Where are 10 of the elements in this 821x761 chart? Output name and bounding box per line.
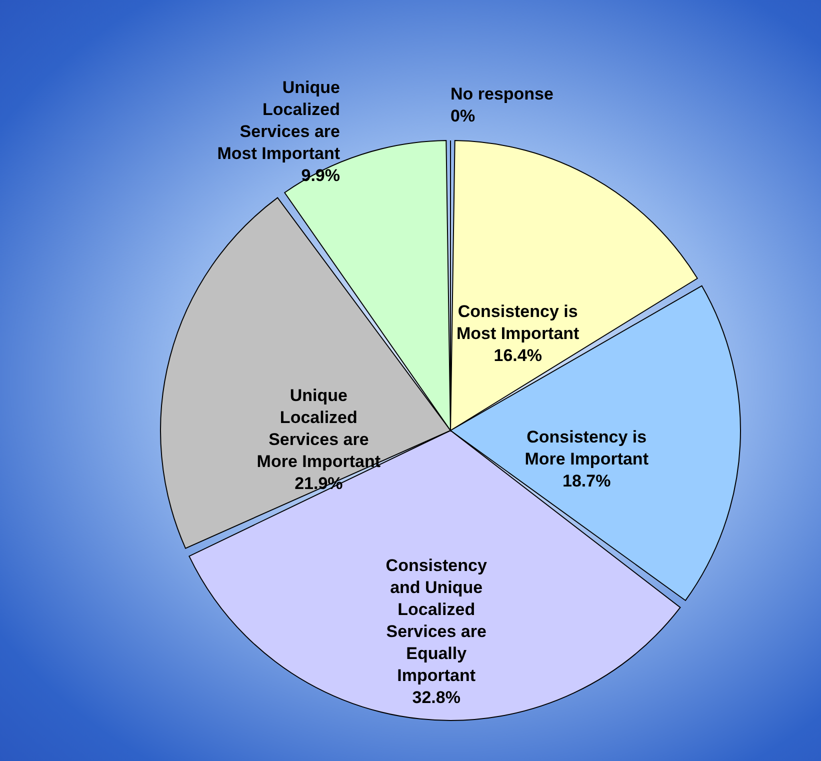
data-label: 16.4% bbox=[494, 346, 542, 365]
category-label: No response bbox=[450, 84, 554, 104]
slice-label: Unique Localized Services are More Important bbox=[256, 386, 381, 471]
slice-label: Consistency is Most Important bbox=[456, 302, 580, 343]
slice-label: Consistency is More Important bbox=[524, 428, 649, 469]
slice-label: Consistency and Unique Localized Services are Equally Important bbox=[386, 556, 488, 686]
slice-label: Unique Localized Services are Most Important bbox=[217, 78, 340, 163]
data-label: 32.8% bbox=[412, 688, 460, 708]
data-label: 18.7% bbox=[562, 472, 611, 491]
text: 0% bbox=[450, 106, 476, 126]
